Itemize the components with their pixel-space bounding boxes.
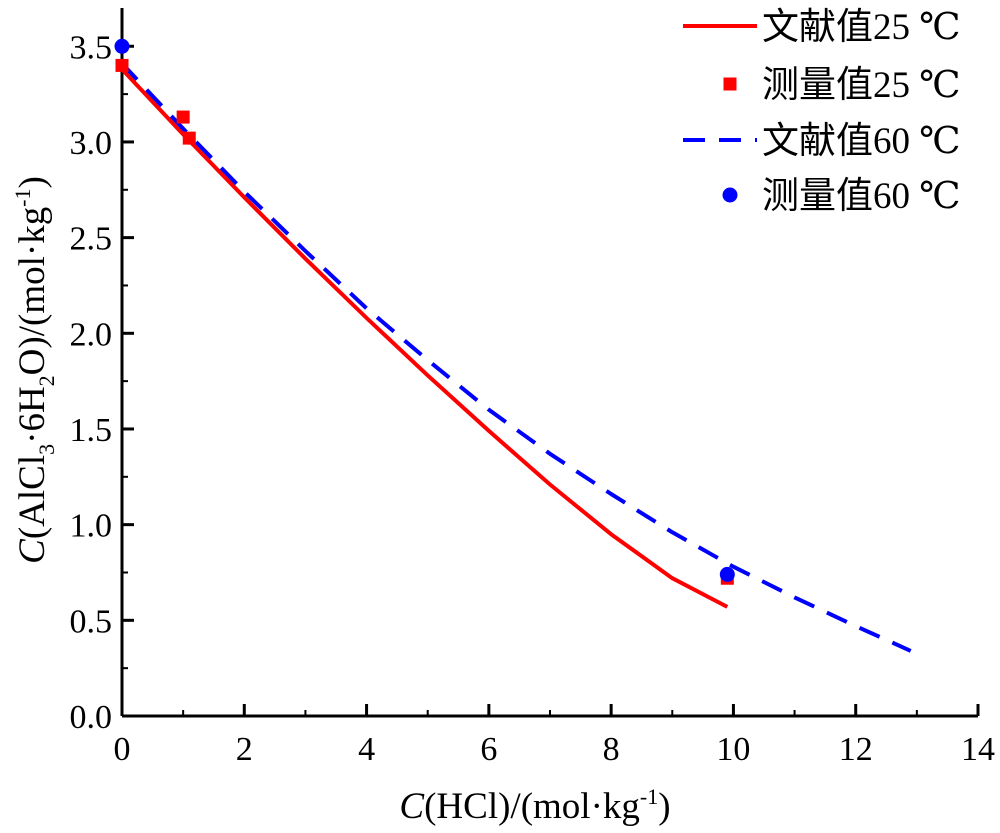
- series-line-2: [120, 62, 912, 653]
- marker-square: [176, 110, 190, 124]
- x-ticks: 0 2 4 6 8 10 12 14: [114, 704, 995, 768]
- x-tick-label: 2: [236, 731, 253, 768]
- y-tick-label: 2.0: [70, 316, 113, 353]
- y-ticks: 0.0 0.5 1.0 1.5 2.0 2.5 3.0 3.5: [70, 29, 134, 736]
- legend-label-3: 测量值60 ℃: [762, 176, 961, 217]
- y-tick-label: 1.0: [70, 508, 113, 545]
- series-layer: [114, 38, 912, 653]
- y-tick-label: 3.0: [70, 125, 113, 162]
- x-tick-label: 4: [358, 731, 375, 768]
- legend-marker-3: [722, 187, 738, 203]
- legend-label-1: 测量值25 ℃: [762, 65, 961, 106]
- marker-square: [115, 58, 129, 72]
- series-line-0: [120, 67, 729, 609]
- y-tick-label: 0.5: [70, 603, 113, 640]
- x-tick-label: 14: [961, 731, 995, 768]
- marker-circle: [719, 566, 735, 582]
- y-tick-label: 2.5: [70, 221, 113, 258]
- x-tick-label: 12: [839, 731, 873, 768]
- legend-marker-1: [723, 77, 737, 91]
- x-tick-label: 6: [480, 731, 497, 768]
- y-tick-label: 1.5: [70, 412, 113, 449]
- legend-label-2: 文献值60 ℃: [762, 120, 961, 162]
- marker-circle: [114, 38, 130, 54]
- legend: 文献值25 ℃ 测量值25 ℃ 文献值60 ℃ 测量值60 ℃: [683, 6, 961, 217]
- x-axis-title: C(HCl)/(mol·kg-1): [399, 784, 670, 827]
- plot-axes: [120, 8, 978, 718]
- x-tick-label: 8: [603, 731, 620, 768]
- x-tick-label: 0: [114, 731, 131, 768]
- marker-square: [182, 131, 196, 145]
- y-tick-label: 3.5: [70, 29, 113, 66]
- legend-label-0: 文献值25 ℃: [762, 6, 961, 48]
- y-tick-label: 0.0: [70, 699, 113, 736]
- y-axis-title: C(AlCl3·6H2O)/(mol·kg-1): [10, 176, 59, 564]
- x-tick-label: 10: [716, 731, 750, 768]
